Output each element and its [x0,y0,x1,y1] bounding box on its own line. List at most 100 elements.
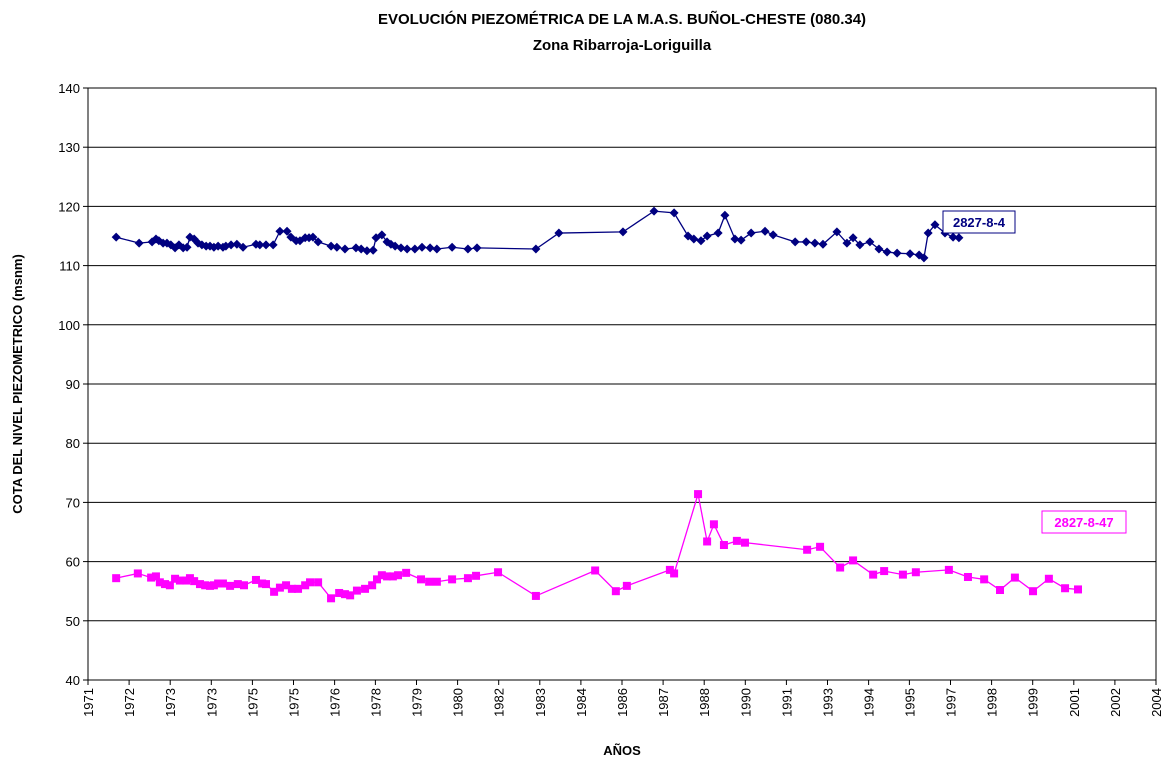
marker [554,228,564,238]
marker [373,575,382,584]
marker [313,237,323,247]
marker [649,206,659,216]
marker [948,232,958,242]
marker [898,570,907,579]
marker [251,575,260,584]
marker [463,244,473,254]
marker [689,234,699,244]
marker [670,569,679,578]
marker [417,242,427,252]
marker [175,576,184,585]
marker [261,240,271,250]
marker [270,587,279,596]
marker [746,228,756,238]
x-tick-label: 1994 [862,688,877,717]
marker [214,579,223,588]
series-label-box [1041,510,1127,534]
x-tick-label: 1971 [81,688,96,717]
y-tick-label: 120 [58,199,80,214]
marker [232,239,242,249]
marker [855,240,865,250]
marker [275,583,284,592]
marker [448,575,457,584]
marker [696,236,706,246]
x-tick-label: 1976 [328,688,343,717]
marker [383,572,392,581]
marker [816,542,825,551]
marker [171,574,180,583]
marker [301,581,310,590]
y-tick-label: 60 [66,555,80,570]
series-label: 2827-8-47 [1054,515,1113,530]
marker [209,581,218,590]
marker [432,244,442,254]
marker [112,574,121,583]
marker [494,568,503,577]
x-tick-label: 1982 [492,688,507,717]
marker [182,242,192,252]
marker [308,232,318,242]
marker [282,226,292,236]
y-tick-label: 130 [58,140,80,155]
marker [665,565,674,574]
marker [980,575,989,584]
x-tick-label: 1975 [245,688,260,717]
y-tick-label: 140 [58,81,80,96]
marker [472,243,482,253]
marker [954,233,964,243]
chart-subtitle: Zona Ribarroja-Loriguilla [533,37,712,54]
marker [531,591,540,600]
marker [239,581,248,590]
marker [709,520,718,529]
x-tick-label: 2004 [1149,688,1164,717]
marker [155,578,164,587]
marker [694,490,703,499]
y-tick-label: 80 [66,436,80,451]
marker [818,239,828,249]
marker [880,567,889,576]
marker [134,238,144,248]
y-tick-label: 100 [58,318,80,333]
x-tick-label: 1986 [615,688,630,717]
marker [848,233,858,243]
marker [340,244,350,254]
marker [161,580,170,589]
marker [195,580,204,589]
marker [905,249,915,259]
marker [226,581,235,590]
marker [1044,574,1053,583]
marker [394,571,403,580]
marker [262,580,270,589]
marker [185,574,194,583]
x-tick-label: 1984 [574,688,589,717]
marker [874,244,884,254]
marker [732,536,741,545]
x-tick-label: 1993 [821,688,836,717]
marker [314,578,323,587]
marker [368,581,377,590]
marker [790,237,800,247]
marker [836,563,845,572]
marker [368,245,378,255]
marker [340,590,349,599]
marker [760,226,770,236]
marker [531,244,541,254]
x-tick-label: 1980 [451,688,466,717]
marker [255,240,265,250]
marker [669,208,679,218]
marker [869,570,878,579]
marker [963,572,972,581]
marker [226,240,236,250]
marker [111,232,121,242]
y-axis-title: COTA DEL NIVEL PIEZOMETRICO (msnm) [10,254,25,514]
x-tick-label: 1990 [738,688,753,717]
x-tick-label: 1995 [902,688,917,717]
marker [425,577,434,586]
marker [736,235,746,245]
x-tick-label: 1997 [943,688,958,717]
marker [238,242,248,252]
x-tick-label: 1988 [697,688,712,717]
x-tick-label: 2001 [1067,688,1082,717]
marker [768,230,778,240]
